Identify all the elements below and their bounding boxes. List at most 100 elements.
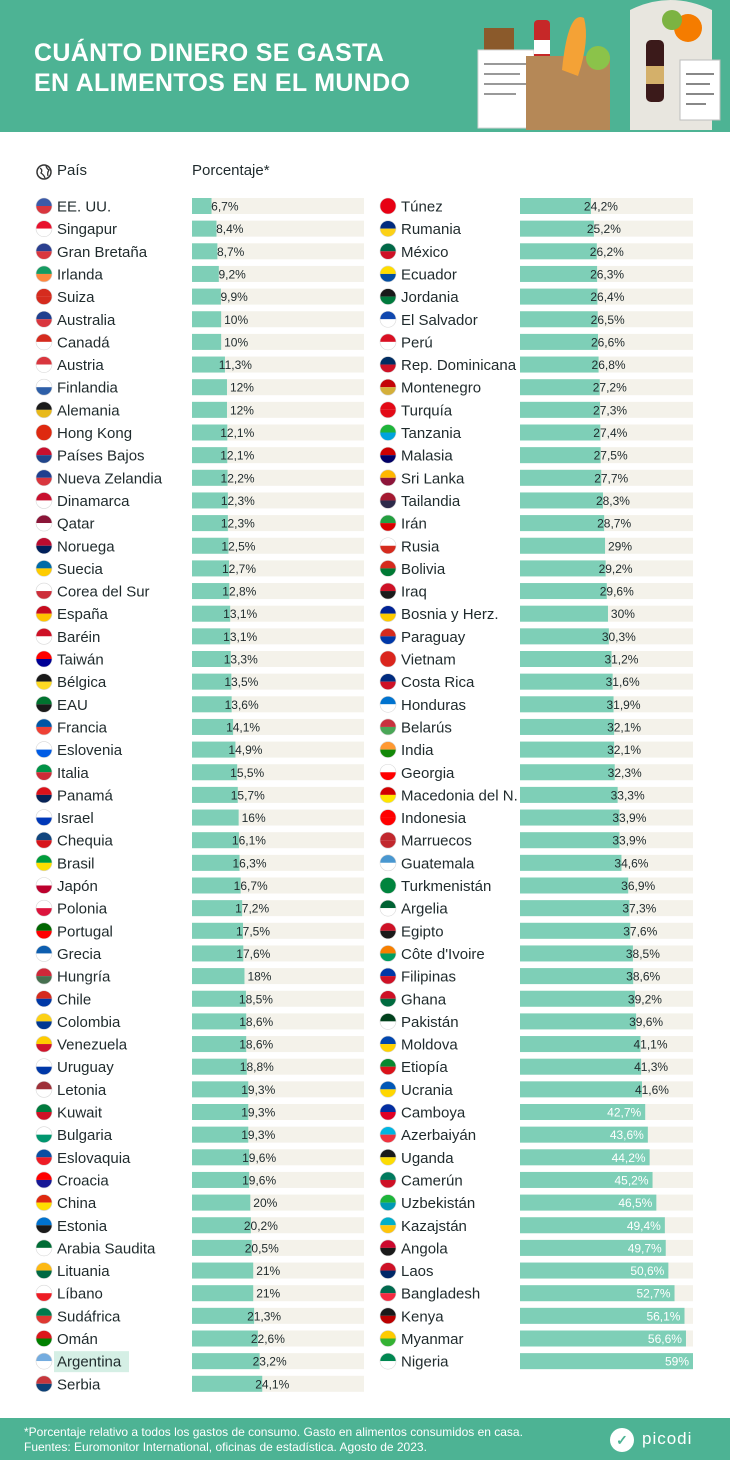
flag-outline [379,560,397,577]
flag-outline [379,899,397,917]
flag-outline [379,1103,397,1121]
value-label: 12,5% [221,539,255,553]
flag-icon [35,899,53,917]
bar [192,198,212,214]
value-label: 10% [224,313,248,327]
flag-bottom [380,749,396,758]
flag-bottom [380,455,396,464]
flag-bottom [36,613,52,622]
value-label: 29,6% [600,585,634,599]
flag-top [380,515,396,524]
value-label: 24,2% [584,200,618,214]
flag-outline [379,877,397,894]
bar-track [192,356,364,373]
value-label: 49,4% [627,1219,661,1233]
bar [520,424,601,441]
value-label: 33,9% [612,834,646,848]
flag-outline [35,650,53,668]
value-label: 20% [253,1196,277,1210]
country-label: Etiopía [401,1059,448,1076]
bar [520,1285,675,1302]
country-label: Sudáfrica [57,1308,121,1325]
bar [192,1217,251,1234]
value-label: 43,6% [610,1128,644,1142]
flag-bottom [36,1361,52,1370]
flag-outline [35,605,53,623]
flag-icon [379,492,397,509]
flag-top [36,945,52,954]
country-label: Myanmar [401,1331,464,1348]
country-label: Camerún [401,1172,463,1189]
flag-bottom [36,432,52,441]
flag-outline [379,945,397,962]
flag-top [380,651,396,659]
flag-outline [35,1352,53,1370]
bar [192,990,246,1007]
flag-bottom [380,976,396,985]
flag-bottom [36,636,52,645]
country-label: Ecuador [401,266,457,283]
flag-top [36,990,52,999]
flag-top [380,1081,396,1090]
flag-icon [35,197,53,215]
flag-bottom [36,387,52,396]
flag-bottom [36,273,52,282]
bar [192,537,229,554]
flag-outline [379,1013,397,1030]
flag-outline [379,673,397,690]
flag-bottom [36,500,52,509]
flag-top [36,356,52,365]
flag-bottom [36,749,52,758]
bar [520,1058,642,1075]
flag-bottom [36,228,52,237]
bar [520,356,599,373]
value-label: 37,6% [623,924,657,938]
value-label: 19,3% [241,1083,275,1097]
bar [192,1126,249,1143]
flag-bottom [36,726,52,735]
bar-track [192,243,364,260]
flag-bottom [380,636,396,645]
country-label: Chile [57,991,91,1008]
flag-bottom [380,794,396,803]
flag-bottom [36,341,52,350]
bar [520,265,598,282]
flag-bottom [36,1338,52,1347]
flag-bottom [36,908,52,917]
flag-bottom [36,1134,52,1143]
value-label: 12,1% [220,426,254,440]
bar-track [192,447,364,464]
value-label: 21% [256,1264,280,1278]
flag-top [36,1262,52,1271]
flag-icon [379,582,397,600]
flag-top [36,311,52,320]
bar-track [192,220,364,237]
flag-bottom [380,500,396,509]
flag-bottom [36,319,52,328]
country-label: Bulgaria [57,1127,113,1144]
flag-icon [35,1375,53,1393]
value-label: 12,2% [221,471,255,485]
flag-top [380,288,396,297]
country-label: Túnez [401,199,443,216]
flag-icon [35,1103,53,1121]
flag-bottom [36,591,52,600]
bar [520,311,598,328]
flag-icon [35,650,53,668]
flag-top [36,696,52,705]
bar [520,198,591,214]
flag-top [36,741,52,750]
bar-track [192,379,364,396]
flag-outline [379,1239,397,1257]
country-label: Rumania [401,221,462,238]
value-label: 16,1% [232,834,266,848]
bar [520,1239,666,1256]
flag-outline [379,469,397,487]
flag-bottom [380,659,396,667]
value-label: 16,7% [234,879,268,893]
flag-icon [35,1081,53,1098]
flag-outline [35,1081,53,1098]
country-label: Uruguay [57,1059,114,1076]
country-label: Nueva Zelandia [57,470,163,487]
bar [520,288,598,305]
